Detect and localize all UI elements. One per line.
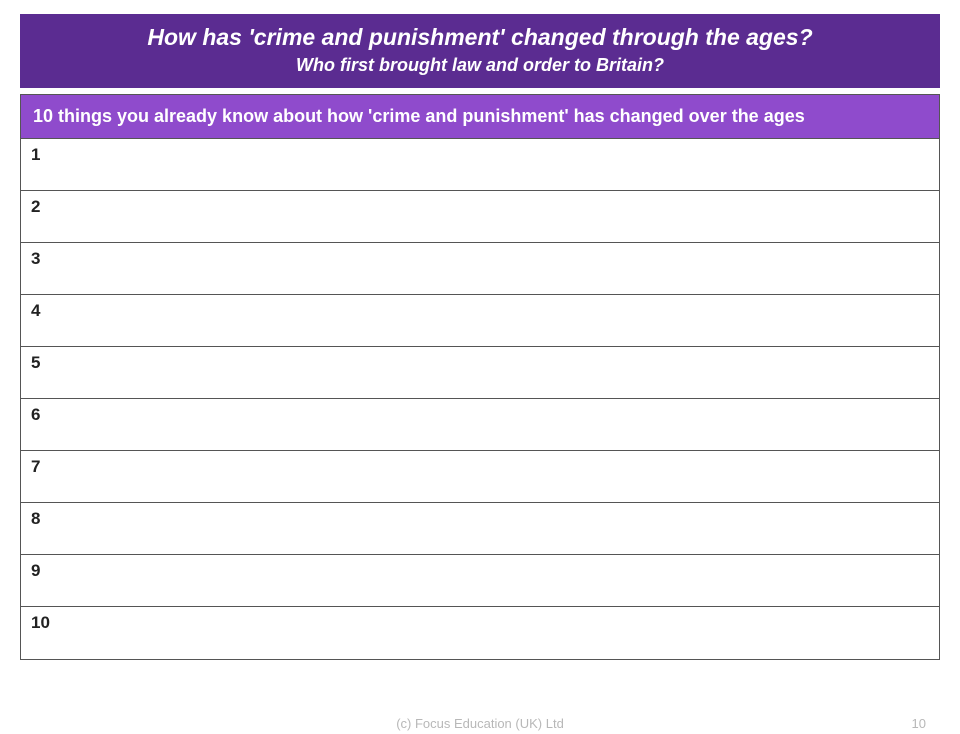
- row-number: 4: [31, 301, 61, 321]
- worksheet-table: 10 things you already know about how 'cr…: [20, 94, 940, 660]
- page-header: How has 'crime and punishment' changed t…: [20, 14, 940, 88]
- table-row: 5: [21, 347, 939, 399]
- table-header: 10 things you already know about how 'cr…: [21, 95, 939, 139]
- page-title: How has 'crime and punishment' changed t…: [40, 24, 920, 51]
- page-subtitle: Who first brought law and order to Brita…: [40, 55, 920, 76]
- row-number: 1: [31, 145, 61, 165]
- row-number: 8: [31, 509, 61, 529]
- table-row: 6: [21, 399, 939, 451]
- table-row: 9: [21, 555, 939, 607]
- table-row: 7: [21, 451, 939, 503]
- row-number: 2: [31, 197, 61, 217]
- table-row: 8: [21, 503, 939, 555]
- row-number: 3: [31, 249, 61, 269]
- row-number: 9: [31, 561, 61, 581]
- table-row: 1: [21, 139, 939, 191]
- row-number: 7: [31, 457, 61, 477]
- row-number: 10: [31, 613, 61, 633]
- table-row: 3: [21, 243, 939, 295]
- copyright-text: (c) Focus Education (UK) Ltd: [396, 716, 564, 731]
- page-number: 10: [912, 716, 926, 731]
- row-number: 6: [31, 405, 61, 425]
- table-row: 4: [21, 295, 939, 347]
- table-row: 2: [21, 191, 939, 243]
- table-row: 10: [21, 607, 939, 659]
- row-number: 5: [31, 353, 61, 373]
